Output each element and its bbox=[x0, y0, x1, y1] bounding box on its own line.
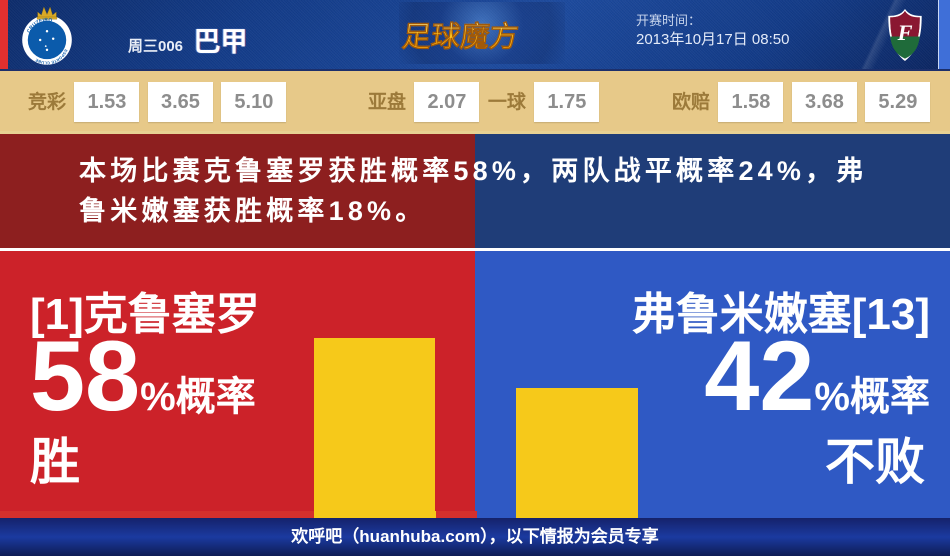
svg-text:F: F bbox=[896, 20, 912, 45]
svg-text:足球魔方: 足球魔方 bbox=[400, 20, 520, 54]
